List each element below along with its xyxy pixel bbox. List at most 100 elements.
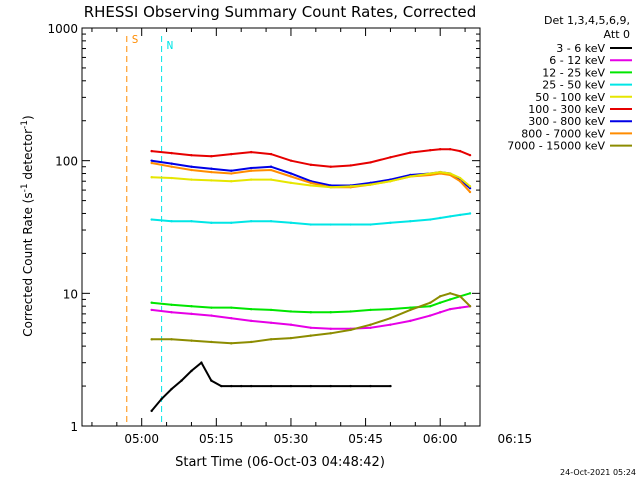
series-point-0 [289,159,293,162]
series-point-7 [349,328,352,332]
series-point-1 [468,187,472,190]
series-point-3 [429,172,432,175]
series-point-6 [389,323,392,326]
series-line-6 [151,305,471,330]
marker-label-s: S [132,33,139,46]
series-point-5 [429,304,432,308]
series-point-5 [349,310,352,313]
series-point-6 [439,311,442,314]
legend-label: 3 - 6 keV [556,42,605,55]
series-line-5 [151,292,471,314]
series-point-6 [190,312,193,316]
series-line-8 [150,361,391,412]
series-point-5 [230,306,233,309]
series-point-0 [389,156,392,159]
series-point-7 [429,301,432,304]
series-point-1 [369,181,372,185]
series-point-2 [458,180,462,183]
series-point-3 [210,179,213,182]
series-point-6 [448,307,452,311]
series-point-8 [349,384,352,388]
series-point-5 [249,307,253,311]
series-point-1 [210,167,213,170]
series-point-7 [448,292,452,295]
series-point-4 [429,218,432,221]
series-point-0 [309,163,313,167]
series-point-6 [329,327,332,331]
series-point-7 [309,334,313,337]
series-point-3 [468,185,472,188]
x-tick-label: 06:00 [423,432,458,446]
series-point-8 [269,384,273,388]
series-point-2 [230,172,233,175]
y-tick-label: 10 [63,287,78,301]
series-point-8 [249,384,253,388]
series-point-4 [439,216,442,220]
series-point-6 [458,306,462,309]
series-point-0 [429,148,432,152]
series-point-6 [170,311,173,314]
series-point-3 [249,178,253,181]
series-point-3 [170,176,173,180]
series-point-4 [389,221,392,225]
series-point-4 [210,221,213,225]
series-point-6 [230,316,233,320]
series-point-3 [439,170,442,174]
series-point-0 [150,149,153,153]
chart-title: RHESSI Observing Summary Count Rates, Co… [84,3,477,21]
plot-frame [81,27,481,427]
series-point-4 [448,215,452,218]
series-point-4 [190,219,193,223]
series-point-5 [369,308,372,312]
series-point-3 [458,176,462,180]
series-point-3 [409,175,412,178]
series-point-1 [289,172,293,175]
series-point-6 [369,326,372,329]
series-point-0 [170,151,173,155]
x-tick-label: 06:15 [498,432,533,446]
series-point-7 [170,338,173,341]
series-point-3 [309,184,313,187]
series-point-5 [150,301,153,304]
series-point-6 [409,319,412,323]
series-point-0 [439,148,442,151]
x-tick-label: 05:15 [199,432,234,446]
series-point-5 [269,308,273,312]
generation-timestamp: 24-Oct-2021 05:24 [560,468,636,477]
series-point-8 [200,361,203,364]
series-point-2 [309,181,313,185]
series-point-0 [458,149,462,153]
series-point-4 [369,223,372,226]
series-point-8 [309,384,313,388]
series-point-7 [439,295,442,298]
series-point-5 [309,311,313,314]
series-point-4 [329,223,332,226]
series-point-2 [249,169,253,172]
series-point-3 [448,172,452,175]
series-point-4 [150,218,153,221]
series-point-8 [210,379,213,382]
series-point-0 [230,152,233,156]
series-point-6 [429,314,432,317]
series-point-6 [210,314,213,317]
legend-label: 100 - 300 keV [528,103,605,116]
series-point-0 [210,155,213,158]
series-point-3 [349,185,352,188]
series-point-7 [409,308,412,312]
series-point-3 [369,183,372,186]
series-point-4 [468,212,472,215]
series-point-5 [210,306,213,309]
series-point-8 [329,384,332,388]
series-point-0 [409,151,412,154]
series-point-8 [170,387,173,391]
series-point-0 [349,164,352,167]
series-point-6 [289,323,293,326]
series-point-7 [468,304,472,308]
series-point-0 [269,152,273,156]
series-point-2 [190,168,193,172]
series-point-1 [249,166,253,170]
series-point-7 [369,323,372,326]
series-point-7 [329,332,332,335]
series-point-8 [240,384,243,388]
series-point-8 [289,384,293,388]
